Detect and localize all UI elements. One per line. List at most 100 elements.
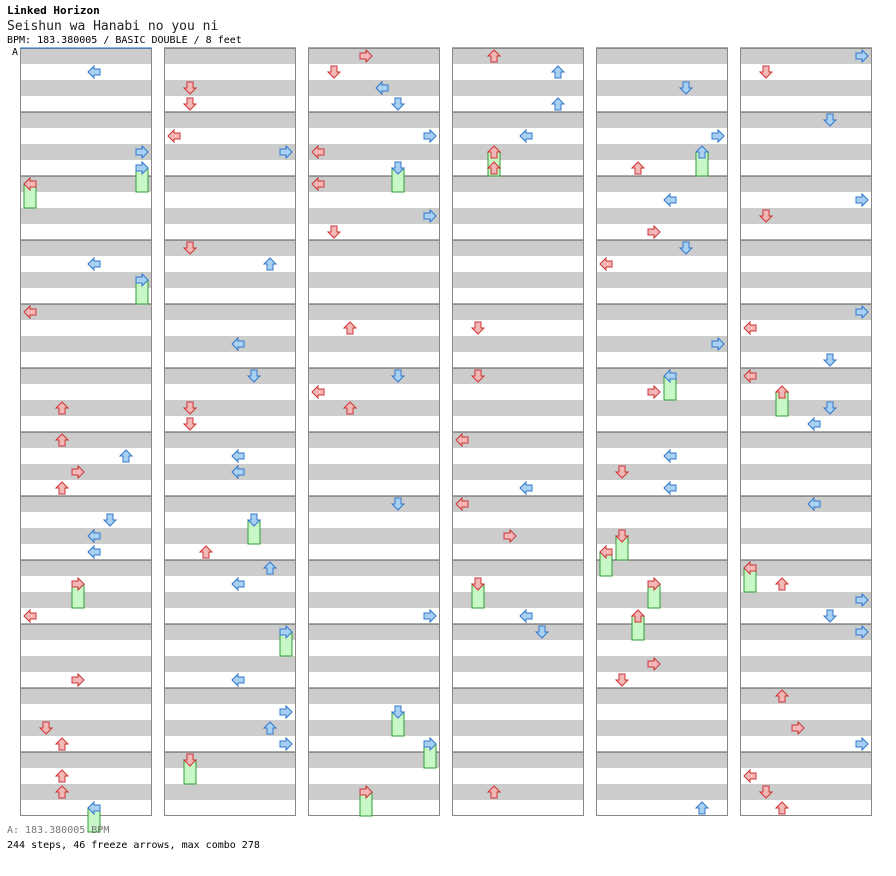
beat-stripe (452, 176, 584, 192)
step-arrow (390, 97, 406, 111)
step-arrow (87, 800, 101, 816)
beat-stripe (164, 688, 296, 704)
step-arrow (694, 801, 710, 815)
step-arrow (87, 528, 101, 544)
beat-stripe (740, 240, 872, 256)
beat-stripe (452, 624, 584, 640)
step-arrow (23, 608, 37, 624)
beat-stripe (452, 528, 584, 544)
beat-stripe (740, 720, 872, 736)
step-arrow (647, 384, 661, 400)
beat-stripe (20, 432, 152, 448)
beat-stripe (740, 112, 872, 128)
beat-stripe (596, 656, 728, 672)
beat-stripe (452, 272, 584, 288)
beat-stripe (164, 464, 296, 480)
beat-stripe (308, 240, 440, 256)
step-arrow (743, 320, 757, 336)
step-arrow (326, 225, 342, 239)
step-arrow (758, 785, 774, 799)
beat-stripe (740, 176, 872, 192)
beat-stripe (20, 176, 152, 192)
beat-stripe (596, 176, 728, 192)
beat-stripe (740, 560, 872, 576)
beat-stripe (164, 48, 296, 64)
step-arrow (743, 560, 757, 576)
step-arrow (678, 241, 694, 255)
bpm-marker: A (12, 47, 19, 58)
step-arrow (54, 785, 70, 799)
step-arrow (423, 736, 437, 752)
beat-stripe (452, 336, 584, 352)
beat-stripe (20, 752, 152, 768)
beat-stripe (164, 80, 296, 96)
beat-stripe (740, 464, 872, 480)
step-arrow (231, 672, 245, 688)
beat-stripe (20, 624, 152, 640)
beat-stripe (740, 496, 872, 512)
step-arrow (774, 801, 790, 815)
step-arrow (71, 672, 85, 688)
beat-stripe (452, 752, 584, 768)
step-arrow (326, 65, 342, 79)
step-arrow (694, 145, 710, 159)
step-arrow (855, 48, 869, 64)
step-arrow (135, 144, 149, 160)
step-arrow (54, 769, 70, 783)
beat-stripe (596, 560, 728, 576)
beat-stripe (20, 720, 152, 736)
step-arrow (647, 656, 661, 672)
beat-stripe (20, 528, 152, 544)
step-arrow (182, 97, 198, 111)
beat-stripe (308, 752, 440, 768)
beat-stripe (308, 720, 440, 736)
step-arrow (54, 481, 70, 495)
beat-stripe (740, 368, 872, 384)
beat-stripe (452, 592, 584, 608)
step-arrow (519, 480, 533, 496)
step-arrow (486, 49, 502, 63)
chart-info: BPM: 183.380005 / BASIC DOUBLE / 8 feet (7, 35, 242, 46)
step-arrow (87, 544, 101, 560)
beat-stripe (308, 144, 440, 160)
step-arrow (519, 128, 533, 144)
step-arrow (246, 369, 262, 383)
step-arrow (534, 625, 550, 639)
step-arrow (311, 144, 325, 160)
step-arrow (774, 385, 790, 399)
beat-stripe (20, 688, 152, 704)
step-arrow (663, 480, 677, 496)
step-arrow (182, 241, 198, 255)
step-arrow (423, 608, 437, 624)
beat-stripe (308, 176, 440, 192)
step-arrow (599, 256, 613, 272)
step-arrow (182, 401, 198, 415)
step-arrow (279, 144, 293, 160)
beat-stripe (596, 240, 728, 256)
step-arrow (486, 161, 502, 175)
step-arrow (359, 784, 373, 800)
step-arrow (822, 401, 838, 415)
step-arrow (87, 256, 101, 272)
beat-stripe (20, 368, 152, 384)
step-arrow (71, 576, 85, 592)
step-arrow (663, 448, 677, 464)
step-arrow (550, 65, 566, 79)
beat-stripe (164, 400, 296, 416)
beat-stripe (452, 656, 584, 672)
step-arrow (807, 496, 821, 512)
step-arrow (135, 160, 149, 176)
step-arrow (342, 321, 358, 335)
step-arrow (855, 304, 869, 320)
step-arrow (663, 368, 677, 384)
beat-stripe (452, 112, 584, 128)
step-arrow (630, 609, 646, 623)
step-arrow (231, 464, 245, 480)
beat-stripe (164, 112, 296, 128)
beat-stripe (596, 400, 728, 416)
beat-stripe (596, 48, 728, 64)
step-arrow (470, 369, 486, 383)
beat-stripe (740, 304, 872, 320)
step-arrow (359, 48, 373, 64)
